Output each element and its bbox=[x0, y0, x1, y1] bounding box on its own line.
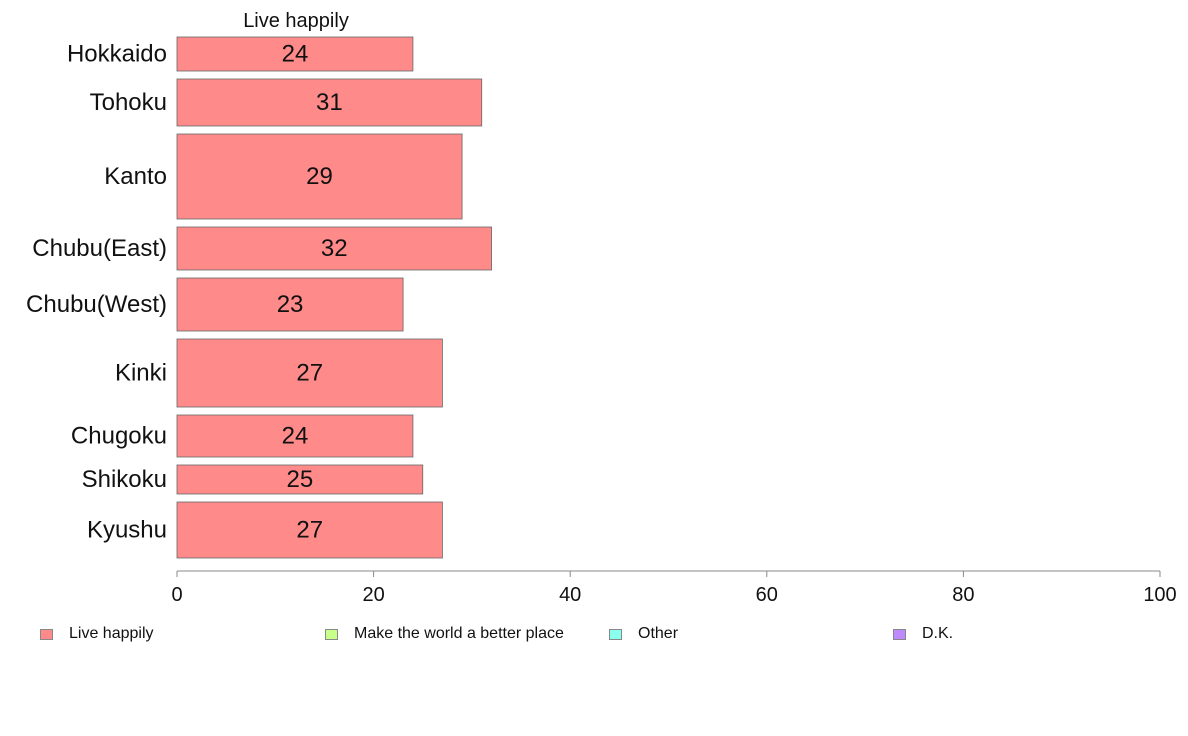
value-label: 25 bbox=[287, 466, 314, 493]
bar bbox=[176, 501, 443, 559]
value-label: 27 bbox=[296, 517, 323, 544]
legend-label: Other bbox=[638, 625, 679, 642]
category-label: Kinki bbox=[115, 360, 167, 387]
legend-label: D.K. bbox=[922, 625, 954, 642]
legend-label: Make the world a better place bbox=[354, 625, 564, 642]
bar bbox=[176, 226, 492, 271]
category-label: Chubu(East) bbox=[32, 235, 167, 262]
category-labels: Hokkaido Tohoku Kanto Chubu(East) Chubu(West… bbox=[26, 41, 167, 544]
category-label: Shikoku bbox=[82, 466, 167, 493]
bar bbox=[176, 338, 443, 408]
bar bbox=[176, 414, 414, 458]
legend-swatch bbox=[325, 628, 338, 640]
x-axis: 0 20 40 60 80 100 bbox=[171, 570, 1177, 606]
value-label: 32 bbox=[321, 235, 348, 262]
legend-item-dk: D.K. bbox=[893, 624, 953, 644]
bar bbox=[176, 464, 424, 495]
value-label: 24 bbox=[282, 423, 309, 450]
legend-item-other: Other bbox=[609, 624, 678, 644]
legend-swatch bbox=[893, 628, 906, 640]
category-label: Chugoku bbox=[71, 423, 167, 450]
category-label: Tohoku bbox=[90, 89, 167, 116]
x-tick-label: 20 bbox=[362, 584, 384, 606]
value-label: 29 bbox=[306, 163, 333, 190]
legend-swatch bbox=[40, 628, 53, 640]
value-label: 23 bbox=[277, 291, 304, 318]
value-label: 24 bbox=[282, 41, 309, 68]
category-label: Hokkaido bbox=[67, 41, 167, 68]
legend-item-make-world-better: Make the world a better place bbox=[325, 624, 564, 644]
x-tick-label: 40 bbox=[559, 584, 581, 606]
bar bbox=[176, 36, 414, 72]
value-label: 27 bbox=[296, 360, 323, 387]
category-label: Kanto bbox=[104, 163, 167, 190]
x-tick-label: 100 bbox=[1143, 584, 1176, 606]
x-tick-label: 80 bbox=[952, 584, 974, 606]
category-label: Kyushu bbox=[87, 517, 167, 544]
legend-swatch bbox=[609, 628, 622, 640]
category-label: Chubu(West) bbox=[26, 291, 167, 318]
legend: Live happily Make the world a better pla… bbox=[0, 624, 1188, 648]
bar bbox=[176, 78, 483, 127]
legend-item-live-happily: Live happily bbox=[40, 624, 154, 644]
legend-label: Live happily bbox=[69, 625, 154, 642]
segment-title: Live happily bbox=[243, 10, 349, 32]
value-label: 31 bbox=[316, 89, 343, 116]
bars-group bbox=[176, 36, 492, 559]
x-tick-label: 0 bbox=[171, 584, 182, 606]
bar bbox=[176, 277, 404, 332]
bar bbox=[176, 133, 463, 220]
x-tick-label: 60 bbox=[756, 584, 778, 606]
value-labels: 24 31 29 32 23 27 24 25 27 bbox=[277, 41, 348, 544]
